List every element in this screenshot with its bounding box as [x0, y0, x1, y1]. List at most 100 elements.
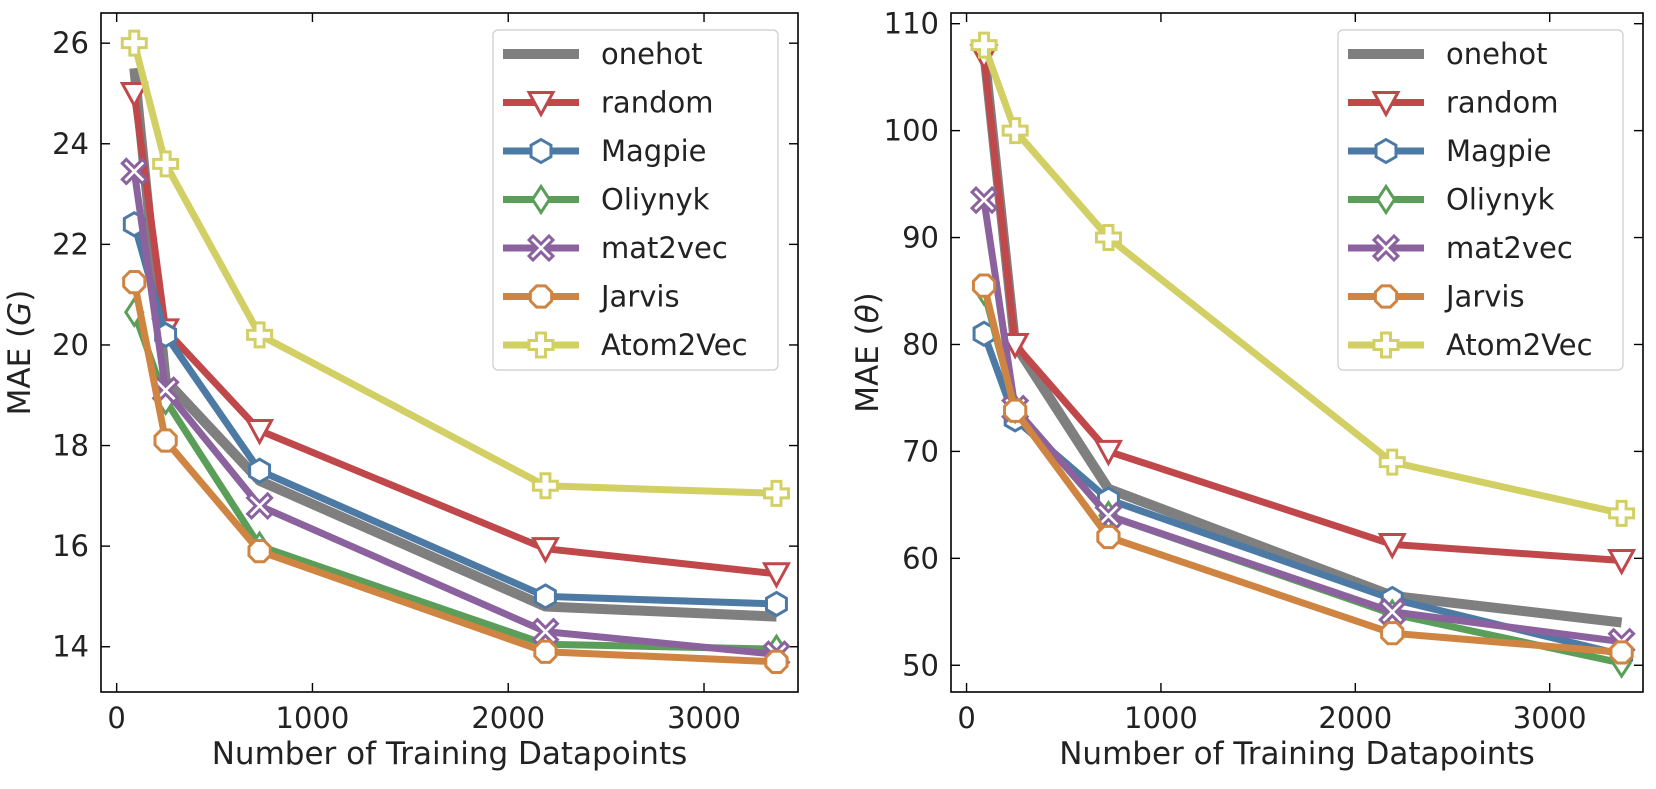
left-mat2vec-point: [245, 491, 274, 521]
right-legend-label: mat2vec: [1446, 231, 1573, 265]
right-legend-item-magpie: Magpie: [1348, 134, 1552, 168]
right-legend-marker-jarvis: [1373, 284, 1399, 309]
right-atom2vec-point: [1001, 117, 1029, 145]
left-atom2vec-point: [246, 321, 274, 349]
right-y-tick-label: 70: [902, 434, 939, 468]
right-legend-label: Magpie: [1446, 134, 1552, 168]
left-magpie-point: [765, 590, 788, 618]
right-x-tick-label: 3000: [1513, 701, 1587, 735]
left-atom2vec-point: [120, 29, 148, 57]
right-legend-marker-random: [1371, 91, 1401, 118]
right-jarvis-point: [971, 273, 997, 298]
right-atom2vec-point: [970, 31, 998, 59]
left-legend-marker-mat2vec: [526, 233, 556, 263]
right-legend-marker-atom2vec: [1372, 331, 1400, 359]
left-legend-marker-atom2vec: [527, 331, 555, 359]
right-legend-item-random: random: [1348, 86, 1558, 120]
right-legend-label: Atom2Vec: [1446, 328, 1593, 362]
left-legend-label: Oliynyk: [601, 183, 710, 217]
right-legend-label: Oliynyk: [1446, 183, 1555, 217]
left-legend-item-onehot: onehot: [503, 37, 702, 71]
right-y-tick-label: 90: [902, 221, 939, 255]
left-y-tick-label: 22: [52, 227, 89, 261]
right-y-tick-label: 50: [902, 648, 939, 682]
left-y-tick-label: 18: [52, 429, 89, 463]
left-y-tick-label: 26: [52, 26, 89, 60]
right-legend-marker-magpie: [1374, 137, 1398, 165]
left-atom2vec-point: [762, 479, 790, 507]
left-legend-item-mat2vec: mat2vec: [503, 231, 728, 265]
left-x-tick-label: 3000: [667, 701, 741, 735]
left-legend-item-random: random: [503, 86, 713, 120]
left-series-atom2vec: [120, 29, 790, 507]
left-random-point: [530, 537, 560, 564]
right-legend-item-mat2vec: mat2vec: [1348, 231, 1573, 265]
left-legend-marker-random: [526, 91, 556, 118]
right-x-axis-title: Number of Training Datapoints: [1059, 736, 1535, 772]
left-legend-marker-oliynyk: [530, 183, 552, 216]
left-legend-item-atom2vec: Atom2Vec: [503, 328, 748, 362]
left-x-tick-label: 0: [107, 701, 125, 735]
right-legend: onehot random Magpie Oliynyk mat2vec Jarvis At…: [1337, 29, 1624, 371]
left-jarvis-point: [122, 269, 147, 295]
left-jarvis-point: [153, 428, 178, 453]
right-mat2vec-point: [1094, 501, 1123, 530]
right-jarvis-point: [1096, 524, 1121, 550]
right-random-point: [1377, 532, 1407, 560]
left-magpie-point: [248, 457, 272, 484]
left-legend-label: Atom2Vec: [601, 328, 748, 362]
right-y-tick-label: 110: [884, 7, 939, 41]
left-legend: onehot random Magpie Oliynyk mat2vec Jarvis At…: [492, 29, 779, 371]
left-x-axis-title: Number of Training Datapoints: [212, 736, 688, 772]
left-legend-marker-jarvis: [528, 284, 554, 309]
right-x-tick-label: 0: [957, 701, 975, 735]
left-x-tick-label: 1000: [276, 701, 350, 735]
left-y-tick-label: 14: [52, 630, 89, 664]
right-legend-label: Jarvis: [1444, 280, 1525, 314]
right-legend-marker-mat2vec: [1371, 233, 1401, 263]
left-legend-label: mat2vec: [601, 231, 728, 265]
right-legend-item-atom2vec: Atom2Vec: [1348, 328, 1593, 362]
left-x-tick-label: 2000: [471, 701, 545, 735]
right-atom2vec-point: [1094, 224, 1122, 252]
right-random-point: [1607, 548, 1637, 576]
right-atom2vec-point: [1608, 499, 1636, 527]
right-x-tick-label: 1000: [1124, 701, 1198, 735]
left-atom2vec-point: [152, 150, 180, 178]
left-jarvis-point: [533, 639, 558, 664]
right-mat2vec-point: [1378, 597, 1407, 626]
left-legend-item-oliynyk: Oliynyk: [503, 183, 710, 217]
left-legend-label: onehot: [601, 37, 702, 71]
right-chart-panel: 0 1000 2000 3000 50 60 70 80 90 100 110 Number of T…: [850, 7, 1644, 772]
left-legend-label: Magpie: [601, 134, 707, 168]
right-legend-item-oliynyk: Oliynyk: [1348, 183, 1555, 217]
left-legend-marker-magpie: [529, 137, 553, 165]
left-y-tick-label: 24: [52, 127, 89, 161]
right-series-atom2vec: [970, 31, 1636, 527]
left-y-tick-label: 16: [52, 529, 89, 563]
right-legend-label: random: [1446, 86, 1558, 120]
left-mat2vec-point: [120, 157, 149, 186]
left-mat2vec-point: [531, 617, 560, 646]
right-legend-label: onehot: [1446, 37, 1547, 71]
left-legend-label: random: [601, 86, 713, 120]
right-random-point: [1093, 439, 1123, 467]
right-series-jarvis: [971, 273, 1634, 665]
left-chart-panel: 0 1000 2000 3000 14 16 18 20 22 24 26 Number of Tra…: [2, 12, 799, 772]
left-random-point: [761, 562, 791, 589]
left-random-point: [245, 418, 275, 446]
right-y-tick-label: 80: [902, 327, 939, 361]
left-jarvis-point: [764, 649, 789, 674]
right-mat2vec-point: [969, 186, 999, 215]
right-legend-marker-oliynyk: [1375, 183, 1397, 216]
right-legend-item-jarvis: Jarvis: [1348, 280, 1525, 314]
left-legend-label: Jarvis: [599, 280, 680, 314]
right-jarvis-point: [1609, 640, 1634, 665]
right-y-axis-title: MAE (θ): [850, 292, 886, 413]
right-x-tick-label: 2000: [1318, 701, 1392, 735]
right-jarvis-point: [1003, 398, 1028, 423]
left-y-axis-title: MAE (G): [2, 290, 38, 416]
left-jarvis-point: [247, 539, 272, 564]
left-series-jarvis: [122, 269, 789, 674]
